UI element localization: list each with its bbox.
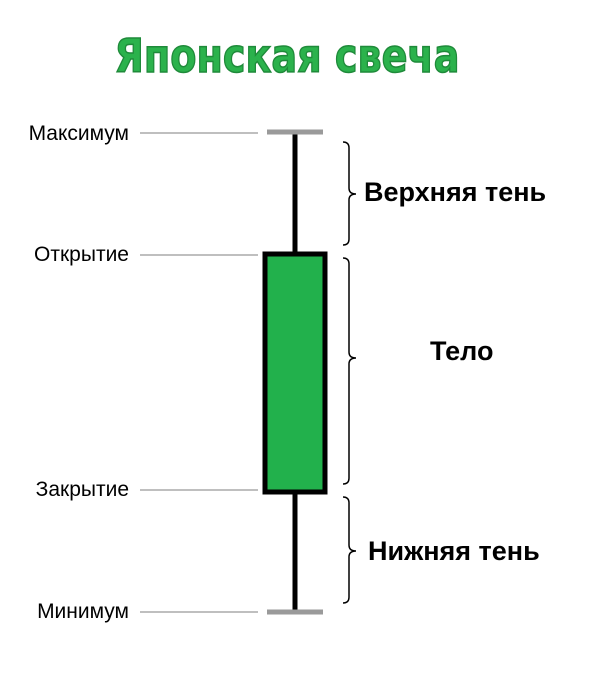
brace-body (342, 257, 357, 485)
level-label-open: Открытие (34, 243, 129, 266)
level-label-close: Закрытие (36, 478, 129, 501)
candle-body (262, 251, 328, 495)
part-label-body: Тело (430, 336, 493, 366)
level-label-low: Минимум (37, 600, 129, 623)
diagram-title: Японская свеча (115, 29, 460, 83)
brace-upper-shadow (342, 141, 357, 246)
part-label-upper-shadow: Верхняя тень (364, 177, 546, 207)
level-label-high: Максимум (29, 122, 129, 145)
brace-lower-shadow (342, 496, 357, 604)
part-label-lower-shadow: Нижняя тень (368, 536, 540, 566)
